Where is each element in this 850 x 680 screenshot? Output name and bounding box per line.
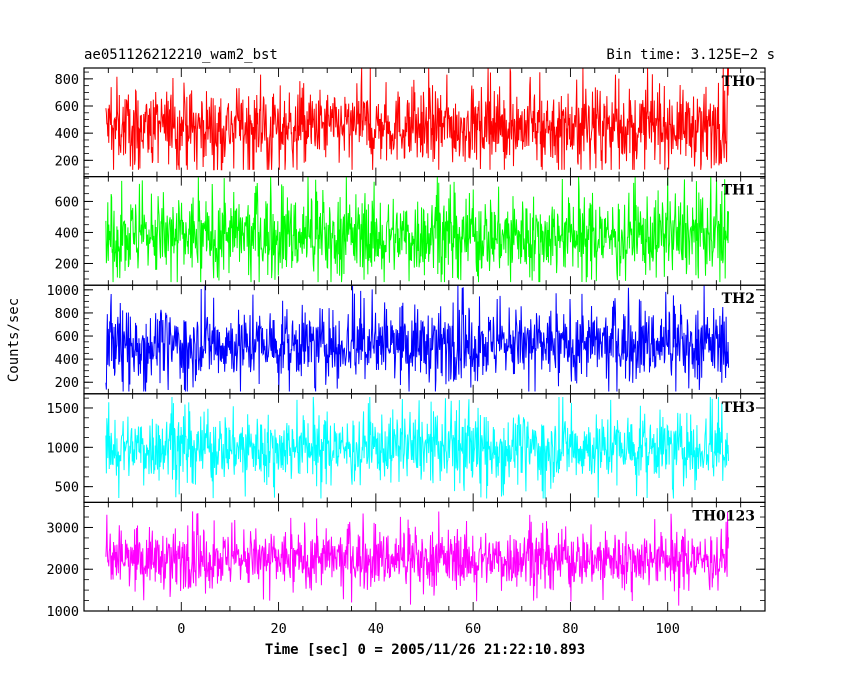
series-th0123 bbox=[105, 511, 730, 606]
y-tick-label: 400 bbox=[55, 352, 79, 368]
series-th2 bbox=[105, 285, 730, 392]
panel-th3: 500 1000 1500 TH3 bbox=[46, 393, 766, 503]
y-tick-label: 2000 bbox=[46, 562, 79, 578]
y-tick-label: 800 bbox=[55, 72, 79, 88]
x-tick-label: 0 bbox=[177, 621, 185, 637]
panel-stack: 200 400 600 800 TH0 200 400 600 TH1 200 400 600 800 1… bbox=[46, 67, 766, 620]
panel-label-th3: TH3 bbox=[722, 400, 755, 416]
chart-title-left: ae051126212210_wam2_bst bbox=[84, 47, 278, 63]
y-tick-label: 400 bbox=[55, 126, 79, 142]
y-tick-label: 600 bbox=[55, 194, 79, 210]
y-tick-label: 3000 bbox=[46, 520, 79, 536]
series-th0 bbox=[105, 68, 730, 171]
y-tick-label: 800 bbox=[55, 306, 79, 322]
panel-label-th1: TH1 bbox=[722, 183, 755, 199]
panel-label-th2: TH2 bbox=[722, 291, 755, 307]
chart-title-right: Bin time: 3.125E−2 s bbox=[606, 47, 775, 63]
y-tick-label: 200 bbox=[55, 375, 79, 391]
x-tick-label: 20 bbox=[270, 621, 286, 637]
y-tick-label: 200 bbox=[55, 153, 79, 169]
x-tick-label: 60 bbox=[465, 621, 481, 637]
panel-th0: 200 400 600 800 TH0 bbox=[55, 67, 766, 178]
y-axis-label: Counts/sec bbox=[6, 298, 22, 382]
x-axis-label: Time [sec] 0 = 2005/11/26 21:22:10.893 bbox=[265, 642, 585, 658]
series-th1 bbox=[105, 176, 730, 283]
y-tick-label: 600 bbox=[55, 329, 79, 345]
y-tick-label: 1000 bbox=[46, 283, 79, 299]
panel-th0123: 1000 2000 3000 TH0123 bbox=[46, 501, 766, 620]
panel-th1: 200 400 600 TH1 bbox=[55, 176, 766, 286]
x-tick-label: 80 bbox=[562, 621, 578, 637]
panel-th2: 200 400 600 800 1000 TH2 bbox=[46, 283, 766, 395]
y-tick-label: 1000 bbox=[46, 440, 79, 456]
y-tick-label: 500 bbox=[55, 480, 79, 496]
y-tick-label: 200 bbox=[55, 256, 79, 272]
x-tick-label: 40 bbox=[368, 621, 384, 637]
panel-label-th0123: TH0123 bbox=[692, 508, 755, 524]
series-th3 bbox=[105, 396, 730, 499]
y-tick-label: 1000 bbox=[46, 604, 79, 620]
y-tick-label: 600 bbox=[55, 99, 79, 115]
x-axis-tick-labels: 0 20 40 60 80 100 bbox=[177, 621, 680, 637]
y-tick-label: 400 bbox=[55, 225, 79, 241]
panel-label-th0: TH0 bbox=[722, 74, 756, 90]
x-tick-label: 100 bbox=[656, 621, 680, 637]
y-tick-label: 1500 bbox=[46, 401, 79, 417]
